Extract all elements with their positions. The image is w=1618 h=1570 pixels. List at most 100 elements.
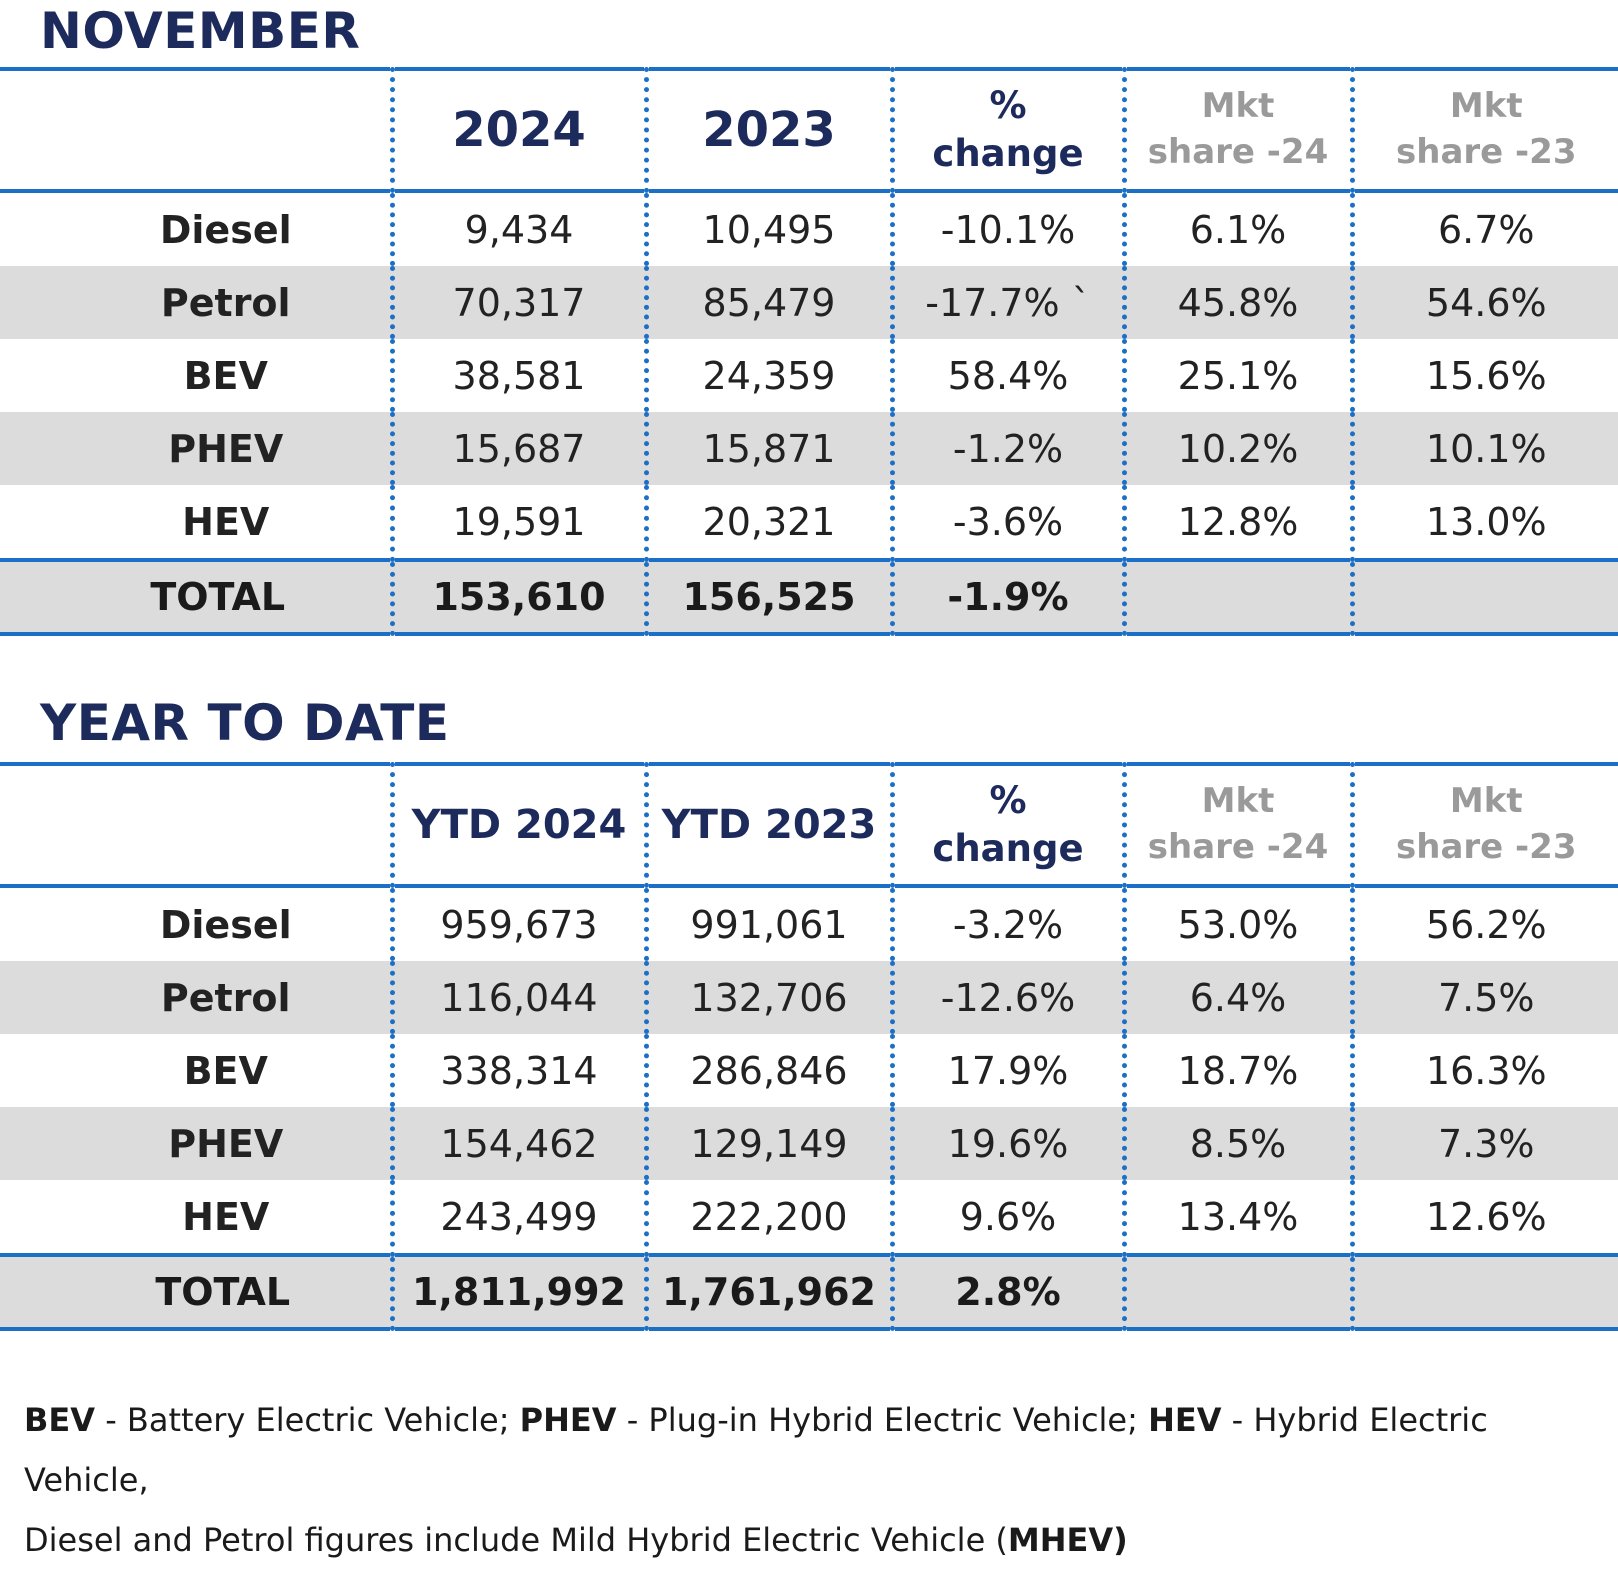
cell-pct-change: 19.6%	[889, 1107, 1124, 1180]
table-row: Petrol 70,317 85,479 -17.7% ` 45.8% 54.6…	[0, 266, 1618, 339]
total-row: TOTAL 153,610 156,525 -1.9%	[0, 558, 1618, 636]
cell-2024: 15,687	[389, 412, 646, 485]
footnote-line2-text: Diesel and Petrol figures include Mild H…	[24, 1521, 1008, 1559]
row-label: BEV	[183, 353, 268, 398]
table-row: HEV 19,591 20,321 -3.6% 12.8% 13.0%	[0, 485, 1618, 560]
row-label: PHEV	[0, 1107, 392, 1180]
table-row: Diesel 959,673 991,061 -3.2% 53.0% 56.2%	[0, 886, 1618, 961]
cell-pct-change: -12.6%	[889, 961, 1124, 1034]
cell-mkt-share-24: 8.5%	[1121, 1107, 1352, 1180]
row-label: Petrol	[0, 961, 392, 1034]
cell-ytd-2023: 991,061	[643, 886, 892, 961]
cell-mkt-share-24: 18.7%	[1121, 1034, 1352, 1107]
footnote-phev-abbr: PHEV	[519, 1401, 617, 1439]
header-pct-change: % change	[889, 67, 1124, 193]
cell-ytd-2024: 243,499	[389, 1180, 646, 1255]
cell-ytd-2023: 222,200	[643, 1180, 892, 1255]
cell-pct-change: 58.4%	[889, 339, 1124, 412]
cell-ytd-2023: 286,846	[643, 1034, 892, 1107]
header-2024: 2024	[389, 67, 646, 193]
table-row: PHEV 154,462 129,149 19.6% 8.5% 7.3%	[0, 1107, 1618, 1180]
november-table: 2024 2023 % change Mkt share -24 Mkt share …	[0, 67, 1618, 636]
cell-pct-change: 17.9%	[889, 1034, 1124, 1107]
total-mkt-share-23	[1349, 1253, 1618, 1331]
header-mkt-share-23: Mkt share -23	[1349, 67, 1618, 193]
total-2024: 153,610	[389, 558, 646, 636]
cell-2023: 85,479	[643, 266, 892, 339]
cell-mkt-share-23: 6.7%	[1349, 191, 1618, 266]
cell-mkt-share-23: 15.6%	[1349, 339, 1618, 412]
cell-mkt-share-23: 13.0%	[1349, 485, 1618, 560]
row-label: PHEV	[0, 412, 392, 485]
cell-mkt-share-24: 45.8%	[1121, 266, 1352, 339]
cell-mkt-share-23: 54.6%	[1349, 266, 1618, 339]
cell-mkt-share-24: 6.1%	[1121, 191, 1352, 266]
cell-ytd-2023: 132,706	[643, 961, 892, 1034]
table-row: BEV 338,314 286,846 17.9% 18.7% 16.3%	[0, 1034, 1618, 1107]
cell-ytd-2024: 959,673	[389, 886, 646, 961]
total-mkt-share-24	[1121, 1253, 1352, 1331]
cell-mkt-share-23: 10.1%	[1349, 412, 1618, 485]
table-row: Petrol 116,044 132,706 -12.6% 6.4% 7.5%	[0, 961, 1618, 1034]
cell-ytd-2023: 129,149	[643, 1107, 892, 1180]
total-row: TOTAL 1,811,992 1,761,962 2.8%	[0, 1253, 1618, 1331]
footnote-hev-abbr: HEV	[1148, 1401, 1222, 1439]
header-ytd-2024: YTD 2024	[389, 762, 646, 888]
cell-mkt-share-23: 12.6%	[1349, 1180, 1618, 1255]
cell-ytd-2024: 154,462	[389, 1107, 646, 1180]
cell-2023: 20,321	[643, 485, 892, 560]
header-mkt-share-24: Mkt share -24	[1121, 67, 1352, 193]
cell-pct-change: -3.6%	[889, 485, 1124, 560]
total-ytd-2024: 1,811,992	[389, 1253, 646, 1331]
header-mkt-share-23: Mkt share -23	[1349, 762, 1618, 888]
row-label: Petrol	[0, 266, 392, 339]
row-label: HEV	[182, 1194, 270, 1239]
cell-mkt-share-23: 7.3%	[1349, 1107, 1618, 1180]
cell-mkt-share-23: 16.3%	[1349, 1034, 1618, 1107]
cell-2023: 15,871	[643, 412, 892, 485]
total-mkt-share-24	[1121, 558, 1352, 636]
cell-2024: 38,581	[389, 339, 646, 412]
cell-2024: 19,591	[389, 485, 646, 560]
cell-mkt-share-24: 53.0%	[1121, 886, 1352, 961]
cell-mkt-share-23: 56.2%	[1349, 886, 1618, 961]
footnote-hev-text: - Hybrid Electric Vehicle,	[24, 1401, 1488, 1499]
cell-mkt-share-24: 13.4%	[1121, 1180, 1352, 1255]
row-label: HEV	[182, 499, 270, 544]
header-empty	[0, 762, 392, 888]
total-2023: 156,525	[643, 558, 892, 636]
cell-mkt-share-24: 12.8%	[1121, 485, 1352, 560]
footnote-bev-text: - Battery Electric Vehicle;	[95, 1401, 520, 1439]
cell-pct-change: -17.7% `	[889, 266, 1124, 339]
cell-2024: 9,434	[389, 191, 646, 266]
total-label: TOTAL	[0, 1253, 392, 1331]
cell-pct-change: -3.2%	[889, 886, 1124, 961]
cell-2023: 10,495	[643, 191, 892, 266]
row-label: Diesel	[159, 902, 292, 947]
cell-2024: 70,317	[389, 266, 646, 339]
november-title: NOVEMBER	[40, 2, 361, 60]
header-mkt-share-24: Mkt share -24	[1121, 762, 1352, 888]
total-pct-change: -1.9%	[889, 558, 1124, 636]
footnote: BEV - Battery Electric Vehicle; PHEV - P…	[24, 1390, 1584, 1570]
cell-pct-change: -1.2%	[889, 412, 1124, 485]
cell-mkt-share-24: 10.2%	[1121, 412, 1352, 485]
table-row: Diesel 9,434 10,495 -10.1% 6.1% 6.7%	[0, 191, 1618, 266]
table-header-row: YTD 2024 YTD 2023 % change Mkt share -24 M…	[0, 762, 1618, 888]
table-row: PHEV 15,687 15,871 -1.2% 10.2% 10.1%	[0, 412, 1618, 485]
total-mkt-share-23	[1349, 558, 1618, 636]
cell-ytd-2024: 116,044	[389, 961, 646, 1034]
row-label: Diesel	[159, 207, 292, 252]
ytd-table: YTD 2024 YTD 2023 % change Mkt share -24 M…	[0, 762, 1618, 1331]
total-pct-change: 2.8%	[889, 1253, 1124, 1331]
ytd-title: YEAR TO DATE	[40, 694, 450, 752]
table-row: HEV 243,499 222,200 9.6% 13.4% 12.6%	[0, 1180, 1618, 1255]
total-label: TOTAL	[0, 558, 392, 636]
header-ytd-2023: YTD 2023	[643, 762, 892, 888]
footnote-mhev-abbr: MHEV)	[1007, 1521, 1128, 1559]
cell-mkt-share-24: 25.1%	[1121, 339, 1352, 412]
table-header-row: 2024 2023 % change Mkt share -24 Mkt share …	[0, 67, 1618, 193]
footnote-phev-text: - Plug-in Hybrid Electric Vehicle;	[616, 1401, 1149, 1439]
cell-2023: 24,359	[643, 339, 892, 412]
table-row: BEV 38,581 24,359 58.4% 25.1% 15.6%	[0, 339, 1618, 412]
